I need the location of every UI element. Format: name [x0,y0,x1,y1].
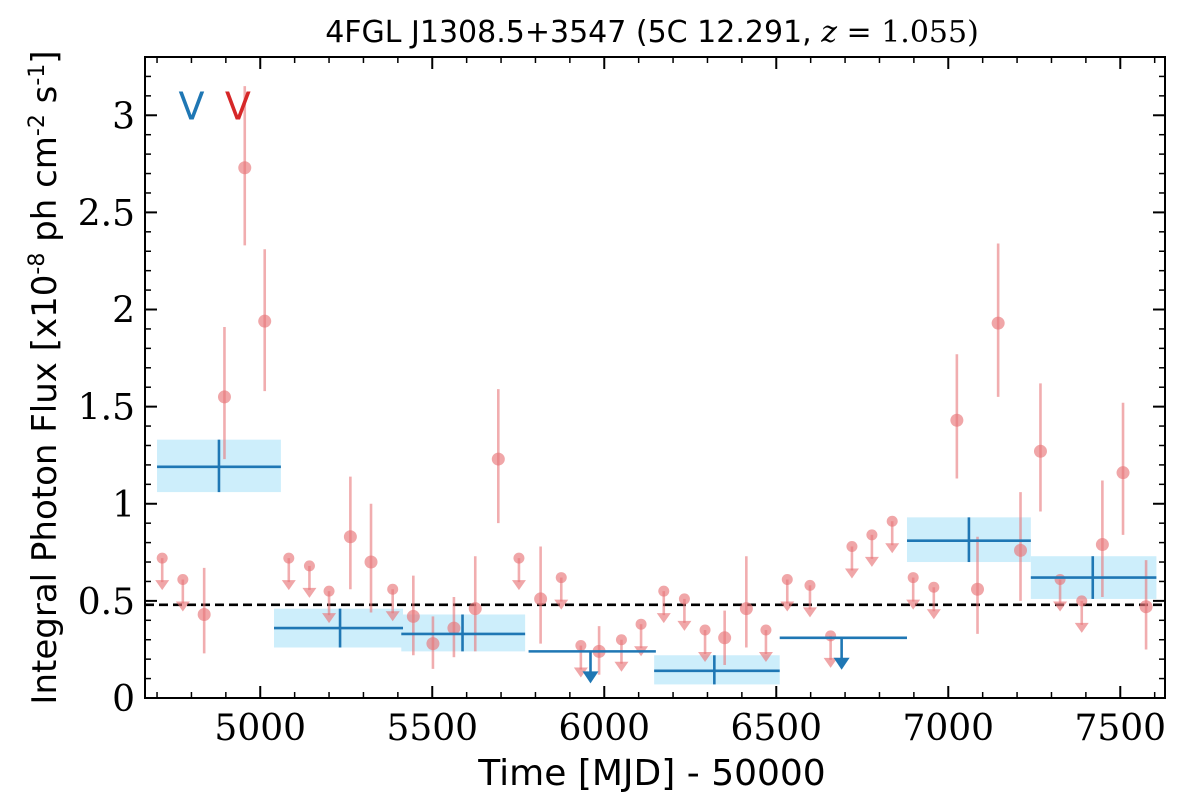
short-bin-point [238,161,252,175]
short-bin-point [1095,538,1109,552]
upper-limit-arrowhead [906,599,921,610]
chart-title: 4FGL J1308.5+3547 (5C 12.291, z = 1.055) [325,15,979,50]
y-axis-label: Integral Photon Flux [x10-8 ph cm-2 s-1] [25,50,66,704]
annotation-v-marker: V [225,85,251,129]
axis-ticks [145,57,1165,699]
upper-limit-arrowhead [885,543,900,554]
upper-limit-arrowhead [677,620,692,631]
y-tick-label: 2.5 [78,193,135,234]
annotation-v-marker: V [178,85,204,129]
upper-limit-arrowhead [302,587,317,598]
short-bin-point [971,582,985,596]
upper-limit-arrowhead [758,652,773,663]
short-bin-point [197,607,211,621]
short-bin-point [491,452,505,466]
upper-limit-arrowhead [1053,601,1068,612]
short-bin-point [991,316,1005,330]
x-tick-label: 6000 [558,708,650,749]
short-bin-point [1139,600,1153,614]
y-tick-label: 2 [112,291,135,332]
upper-limit-arrowhead [844,568,859,579]
upper-limit-arrowhead [823,657,838,668]
upper-limit-arrowhead [175,601,190,612]
upper-limit-arrowhead [155,580,170,591]
upper-limit-arrowhead [554,599,569,610]
short-bin-point [217,390,231,404]
upper-limit-arrowhead [802,607,817,618]
long-bin-ul-arrowhead [833,657,850,670]
upper-limit-arrowhead [614,661,629,672]
x-tick-label: 7500 [1074,708,1166,749]
upper-limit-arrowhead [281,580,296,591]
short-bin-point [426,637,440,651]
upper-limit-arrowhead [322,613,337,624]
short-bin-point [343,530,357,544]
long-bin-layer [157,439,1157,685]
x-tick-label: 5500 [386,708,478,749]
axes-frame [144,56,1166,699]
short-bin-point [534,592,548,606]
x-tick-label: 5000 [214,708,306,749]
upper-limit-arrowhead [573,667,588,678]
short-bin-point [1033,444,1047,458]
y-tick-label: 0.5 [78,582,135,623]
chart-text: 5000 5500 6000 6500 7000 7500 0 0.5 1 1.5 2 2.5 3 4FG… [25,15,1167,794]
plot-frame [144,56,1166,699]
y-tick-label: 1.5 [78,388,135,429]
y-tick-label: 1 [112,485,135,526]
short-bin-point [739,602,753,616]
short-bin-point [718,631,732,645]
short-bin-point [1116,466,1130,480]
upper-limit-arrowhead [780,601,795,612]
upper-limit-arrowhead [656,613,671,624]
short-bin-point [364,555,378,569]
upper-limit-arrowhead [385,611,400,622]
short-bin-point [258,314,272,328]
y-tick-label: 0 [112,679,135,720]
long-bin-ul-arrowhead [582,671,599,684]
upper-limit-arrowhead [698,652,713,663]
short-bin-point [1014,543,1028,557]
short-bin-point [950,413,964,427]
short-bin-point [447,621,461,635]
x-tick-label: 6500 [730,708,822,749]
upper-limit-arrowhead [926,609,941,620]
short-bin-point [468,602,482,616]
upper-limit-arrowhead [511,580,526,591]
upper-limit-arrowhead [1074,622,1089,633]
upper-limit-arrowhead [864,556,879,567]
short-bin-point [406,609,420,623]
y-tick-label: 3 [112,96,135,137]
x-axis-label: Time [MJD] - 50000 [477,753,825,794]
x-tick-label: 7000 [902,708,994,749]
short-bin-layer [155,86,1153,678]
